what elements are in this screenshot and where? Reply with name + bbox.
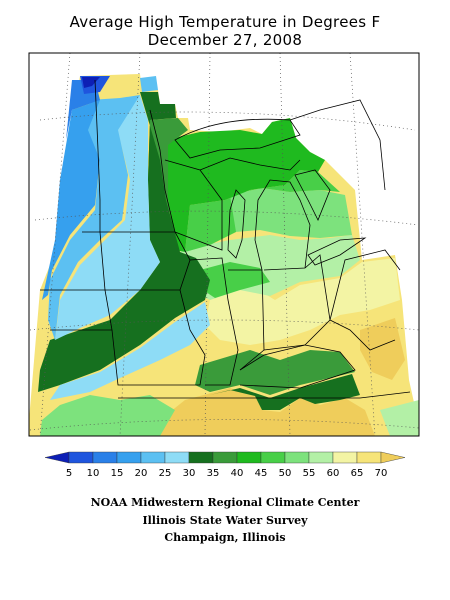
legend-swatch [308, 451, 334, 464]
state-boundaries [40, 79, 411, 399]
legend-swatch [188, 451, 214, 464]
legend-swatch [140, 451, 166, 464]
legend-tick-label: 50 [279, 468, 292, 479]
zone-30-35-b [210, 374, 360, 410]
legend-tick-label: 20 [135, 468, 148, 479]
zone-0-5 [82, 77, 100, 88]
zone-20-25 [48, 95, 140, 340]
legend-swatch [284, 451, 310, 464]
legend-ticks: 5 10 15 20 25 30 35 40 45 50 55 60 65 70 [66, 468, 388, 479]
legend-swatches [44, 451, 406, 464]
legend-swatch [212, 451, 238, 464]
credit-survey: Illinois State Water Survey [142, 514, 308, 527]
legend-swatch [356, 451, 382, 464]
legend-tick-label: 30 [183, 468, 196, 479]
credit-organization: NOAA Midwestern Regional Climate Center [90, 496, 360, 509]
zone-55-60-b [380, 400, 419, 436]
legend-swatch [380, 451, 406, 464]
zone-40-45 [165, 118, 325, 252]
legend-swatch [92, 451, 118, 464]
zone-35-40-b [195, 350, 355, 395]
zone-50-55-b [40, 395, 175, 436]
legend-tick-label: 25 [159, 468, 172, 479]
map-date: December 27, 2008 [147, 31, 303, 49]
credit-location: Champaign, Illinois [164, 531, 286, 544]
legend-swatch [164, 451, 190, 464]
legend-swatch [44, 451, 70, 464]
zone-20-25-patch [140, 76, 158, 92]
zone-25-30-b [50, 302, 210, 400]
zone-50-55 [230, 188, 352, 238]
legend-tick-label: 70 [375, 468, 388, 479]
legend-tick-label: 60 [327, 468, 340, 479]
graticule [29, 53, 419, 436]
zone-65-70-b [360, 318, 405, 380]
zone-45-50 [185, 170, 340, 252]
zone-10-15 [66, 80, 100, 140]
map-title: Average High Temperature in Degrees F [69, 13, 381, 31]
legend-tick-label: 10 [87, 468, 100, 479]
zone-15-20 [42, 100, 100, 300]
legend-swatch [116, 451, 142, 464]
zone-45-50-b [200, 262, 270, 298]
legend-swatch [332, 451, 358, 464]
legend-tick-label: 45 [255, 468, 268, 479]
zone-25-30 [55, 95, 160, 340]
legend-tick-label: 40 [231, 468, 244, 479]
map-frame [28, 52, 420, 437]
legend-swatch [260, 451, 286, 464]
legend-tick-label: 5 [66, 468, 72, 479]
legend-swatch [68, 451, 94, 464]
temperature-fields [29, 74, 419, 436]
zone-30-35 [38, 92, 210, 392]
zone-60-65 [205, 258, 400, 345]
legend-tick-label: 35 [207, 468, 220, 479]
zone-65-70 [160, 388, 375, 436]
legend-swatch [236, 451, 262, 464]
legend-tick-label: 15 [111, 468, 124, 479]
legend-tick-label: 65 [351, 468, 364, 479]
legend-tick-label: 55 [303, 468, 316, 479]
